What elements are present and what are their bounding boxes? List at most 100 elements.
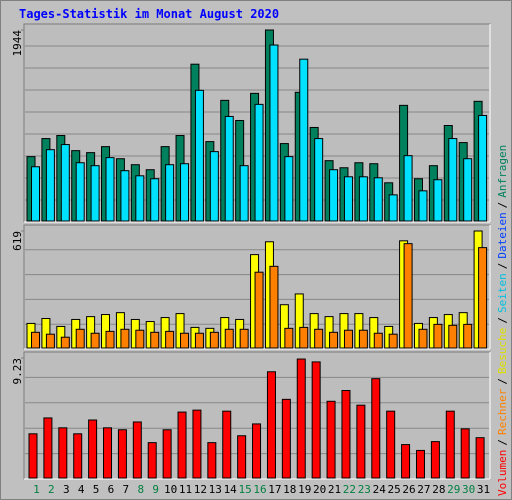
bar	[296, 358, 306, 479]
bar	[28, 433, 38, 479]
bar	[388, 333, 398, 349]
x-tick-label: 16	[253, 483, 266, 496]
bar	[284, 156, 294, 222]
bar	[329, 169, 339, 222]
x-tick-label: 2	[48, 483, 55, 496]
bar	[252, 423, 262, 479]
bar	[445, 410, 455, 479]
x-tick-label: 9	[152, 483, 159, 496]
legend-entry: Rechner	[496, 388, 509, 435]
bar	[90, 332, 100, 349]
bar	[105, 330, 115, 349]
legend-text: Volumen / Rechner / Besuche / Seiten / Dateien / A…	[496, 145, 509, 496]
bar	[478, 247, 488, 349]
x-tick-label: 23	[358, 483, 371, 496]
bar	[237, 435, 247, 479]
x-tick-label: 30	[462, 483, 475, 496]
bar	[209, 151, 219, 222]
bar	[371, 378, 381, 479]
legend-entry: Volumen	[496, 450, 509, 496]
x-tick-label: 13	[209, 483, 222, 496]
x-tick-label: 25	[388, 483, 401, 496]
bar	[329, 331, 339, 349]
bar	[194, 332, 204, 349]
bar	[448, 138, 458, 222]
bar	[162, 429, 172, 479]
x-tick-label: 11	[179, 483, 192, 496]
x-tick-label: 20	[313, 483, 326, 496]
bar	[60, 144, 70, 222]
bar	[73, 433, 83, 479]
bar	[269, 265, 279, 349]
bar	[165, 330, 175, 349]
bar	[358, 176, 368, 222]
bar	[269, 44, 279, 222]
legend-entry: Dateien	[496, 212, 509, 258]
legend: Volumen / Rechner / Besuche / Seiten / Dateien / A…	[496, 145, 509, 496]
bar	[120, 170, 130, 222]
bar	[418, 328, 428, 349]
bar	[31, 331, 40, 349]
bar	[386, 410, 396, 479]
x-tick-label: 12	[194, 483, 207, 496]
bar	[165, 164, 175, 222]
y-tick-label: 9.23	[11, 358, 24, 385]
bar	[311, 361, 321, 479]
legend-separator: /	[496, 317, 509, 324]
x-tick-label: 1	[33, 483, 40, 496]
x-tick-label: 21	[328, 483, 341, 496]
bar	[401, 444, 411, 479]
bar	[117, 429, 127, 479]
x-tick-label: 8	[137, 483, 144, 496]
x-tick-label: 27	[417, 483, 430, 496]
bar	[356, 404, 366, 479]
bar	[31, 166, 40, 222]
x-tick-label: 29	[447, 483, 460, 496]
bar	[75, 328, 85, 349]
bar	[192, 409, 202, 479]
bar	[177, 411, 187, 479]
bar	[299, 326, 309, 349]
bar	[120, 328, 130, 349]
bar	[60, 336, 70, 349]
x-tick-label: 31	[477, 483, 490, 496]
bar	[224, 115, 234, 222]
x-tick-label: 17	[268, 483, 281, 496]
bar	[135, 175, 145, 222]
bar	[150, 331, 160, 349]
bar	[314, 328, 324, 349]
bar	[147, 442, 157, 479]
bar	[43, 417, 53, 479]
bar	[433, 323, 443, 349]
bar	[475, 437, 485, 479]
bar	[284, 327, 294, 349]
bar	[209, 331, 219, 349]
bar	[222, 410, 232, 479]
bar	[373, 177, 383, 222]
bar	[132, 421, 142, 479]
x-tick-label: 24	[373, 483, 387, 496]
bar	[45, 149, 55, 222]
bar	[418, 190, 428, 222]
y-tick-label: 619	[11, 231, 24, 251]
bar	[150, 178, 160, 222]
bar	[463, 158, 473, 222]
bar	[194, 89, 204, 222]
bar	[254, 103, 264, 222]
y-tick-label: 1944	[11, 30, 24, 57]
bar	[373, 332, 383, 349]
bar	[314, 138, 324, 222]
x-tick-label: 14	[224, 483, 238, 496]
bar	[326, 400, 336, 479]
legend-separator: /	[496, 439, 509, 446]
x-tick-label: 22	[343, 483, 356, 496]
x-tick-label: 4	[78, 483, 85, 496]
bar	[207, 442, 217, 479]
bar	[403, 243, 413, 349]
bar	[88, 419, 98, 479]
bar	[448, 324, 458, 349]
bar	[180, 163, 190, 222]
bar	[463, 323, 473, 349]
legend-separator: /	[496, 378, 509, 385]
